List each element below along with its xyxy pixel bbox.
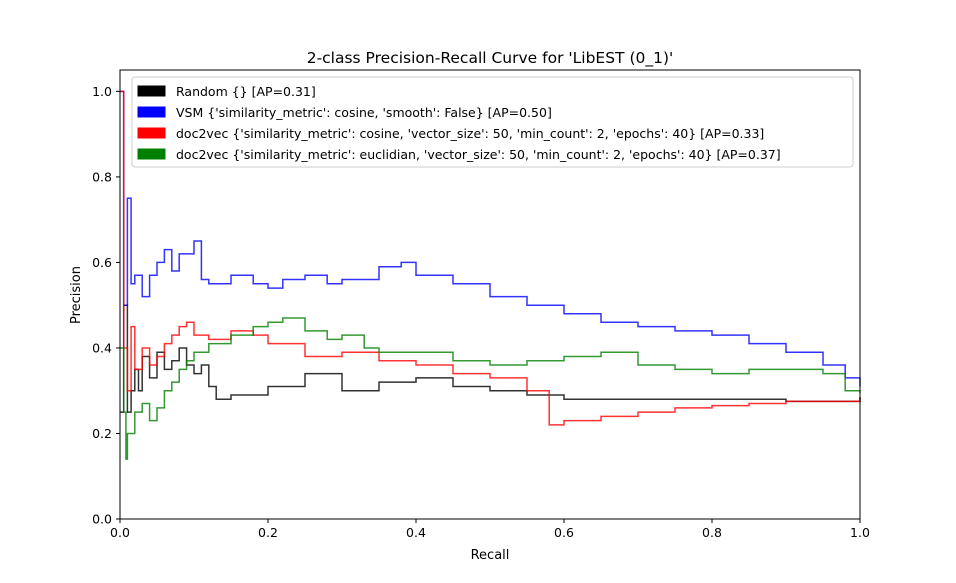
legend-swatch [137, 85, 166, 97]
x-axis: 0.0 0.2 0.4 0.6 0.8 1.0 [110, 519, 870, 540]
x-tick-label: 0.4 [406, 525, 426, 540]
y-tick-label: 0.0 [92, 512, 112, 527]
series-line-1 [120, 90, 861, 387]
x-tick-label: 0.8 [702, 525, 722, 540]
legend-entry: doc2vec {'similarity_metric': euclidian,… [176, 147, 781, 162]
legend-box [131, 76, 854, 168]
y-axis-label: Precision [69, 266, 84, 324]
chart-title: 2-class Precision-Recall Curve for 'LibE… [307, 49, 674, 68]
x-tick-label: 0.0 [110, 525, 130, 540]
x-axis-label: Recall [471, 548, 510, 563]
y-axis: 0.0 0.2 0.4 0.6 0.8 1.0 [92, 84, 120, 527]
legend: Random {} [AP=0.31] VSM {'similarity_metr… [131, 76, 854, 168]
legend-swatch [137, 148, 166, 160]
axes-frame [119, 69, 861, 520]
y-tick-label: 0.2 [92, 426, 112, 441]
legend-swatch [137, 106, 166, 118]
series-line-2 [120, 90, 861, 426]
x-tick-label: 1.0 [850, 525, 870, 540]
y-tick-label: 0.8 [92, 169, 112, 184]
legend-entry: doc2vec {'similarity_metric': cosine, 'v… [176, 126, 764, 141]
series-line-0 [120, 304, 861, 413]
x-tick-label: 0.6 [554, 525, 574, 540]
series-line-3 [120, 317, 861, 460]
x-tick-label: 0.2 [258, 525, 278, 540]
y-tick-label: 0.4 [92, 340, 112, 355]
y-tick-label: 1.0 [92, 84, 112, 99]
legend-swatch [137, 127, 166, 139]
plot-area [120, 90, 861, 460]
y-tick-label: 0.6 [92, 255, 112, 270]
legend-entry: VSM {'similarity_metric': cosine, 'smoot… [176, 105, 552, 120]
legend-entry: Random {} [AP=0.31] [176, 84, 316, 99]
